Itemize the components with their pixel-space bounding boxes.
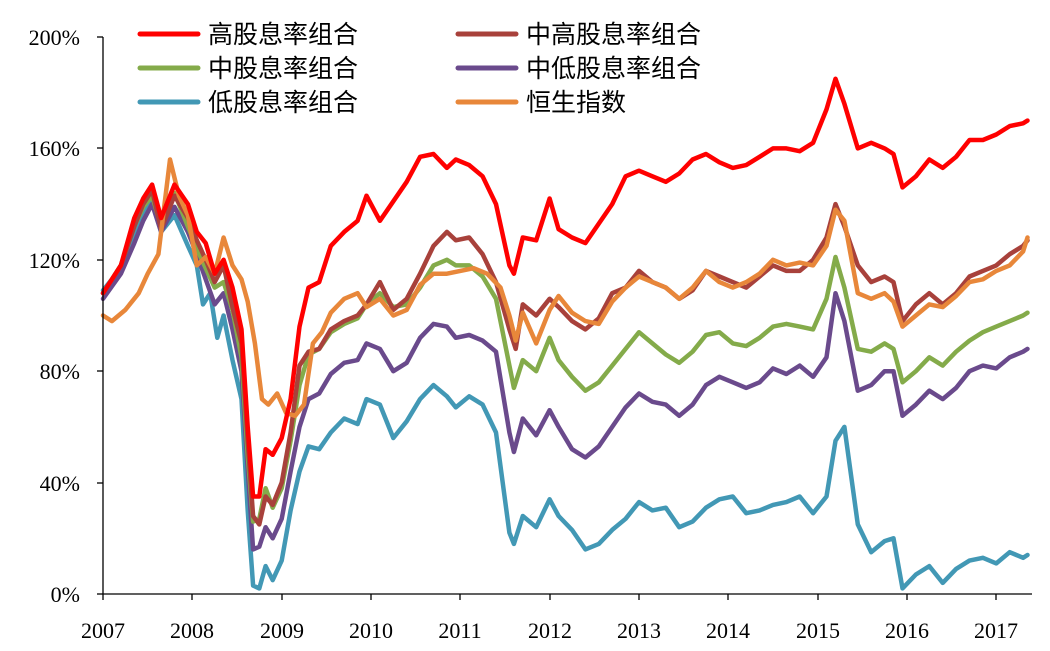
x-tick-label: 2014: [706, 618, 750, 643]
x-tick-label: 2015: [796, 618, 840, 643]
x-tick-label: 2010: [349, 618, 393, 643]
series-lines: [100, 76, 1030, 591]
x-tick-2016: 2016: [885, 594, 929, 643]
x-tick-2012: 2012: [528, 594, 572, 643]
legend-item-2: 中股息率组合: [137, 55, 358, 83]
legend-item-3: 中低股息率组合: [455, 55, 701, 83]
x-tick-label: 2007: [81, 618, 125, 643]
y-tick-label: 160%: [29, 136, 80, 161]
y-tick-label: 0%: [51, 582, 80, 607]
legend-label-4: 低股息率组合: [208, 89, 358, 117]
y-tick-2: 80%: [40, 359, 103, 384]
legend-label-5: 恒生指数: [526, 89, 626, 117]
legend-label-3: 中低股息率组合: [526, 55, 701, 83]
x-tick-label: 2011: [438, 618, 481, 643]
legend-item-1: 中高股息率组合: [455, 21, 701, 49]
legend-item-0: 高股息率组合: [137, 21, 358, 49]
y-tick-5: 200%: [29, 25, 103, 50]
x-tick-label: 2008: [170, 618, 214, 643]
y-tick-1: 40%: [40, 471, 103, 496]
x-tick-label: 2012: [528, 618, 572, 643]
legend-label-0: 高股息率组合: [208, 21, 358, 49]
y-tick-0: 0%: [51, 582, 103, 607]
y-tick-4: 160%: [29, 136, 103, 161]
x-tick-2017: 2017: [974, 594, 1018, 643]
x-tick-2009: 2009: [260, 594, 304, 643]
x-tick-2015: 2015: [796, 594, 840, 643]
y-tick-label: 40%: [40, 471, 80, 496]
y-tick-label: 200%: [29, 25, 80, 50]
axes: [102, 37, 1032, 595]
y-tick-group: 0% 40% 80% 120% 160% 200%: [29, 25, 103, 607]
x-tick-2014: 2014: [706, 594, 750, 643]
x-tick-2011: 2011: [438, 594, 482, 643]
legend-item-5: 恒生指数: [455, 89, 626, 117]
x-tick-2013: 2013: [617, 594, 661, 643]
y-tick-label: 80%: [40, 359, 80, 384]
legend: 高股息率组合 中高股息率组合 中股息率组合 中低股息率组合 低股息率组合 恒生指…: [137, 21, 701, 117]
series-line-4: [100, 196, 1030, 591]
legend-label-1: 中高股息率组合: [526, 21, 701, 49]
x-tick-2007: 2007: [81, 594, 125, 643]
x-tick-label: 2013: [617, 618, 661, 643]
x-tick-2010: 2010: [349, 594, 393, 643]
x-tick-label: 2009: [260, 618, 304, 643]
series-line-5: [100, 157, 1030, 419]
y-tick-label: 120%: [29, 248, 80, 273]
x-tick-label: 2017: [974, 618, 1018, 643]
legend-label-2: 中股息率组合: [208, 55, 358, 83]
x-tick-label: 2016: [885, 618, 929, 643]
series-line-0: [100, 76, 1030, 499]
legend-item-4: 低股息率组合: [137, 89, 358, 117]
x-tick-group: 2007 2008 2009 2010 2011 2012 2013 2014 …: [81, 594, 1018, 643]
x-tick-2008: 2008: [170, 594, 214, 643]
y-tick-3: 120%: [29, 248, 103, 273]
